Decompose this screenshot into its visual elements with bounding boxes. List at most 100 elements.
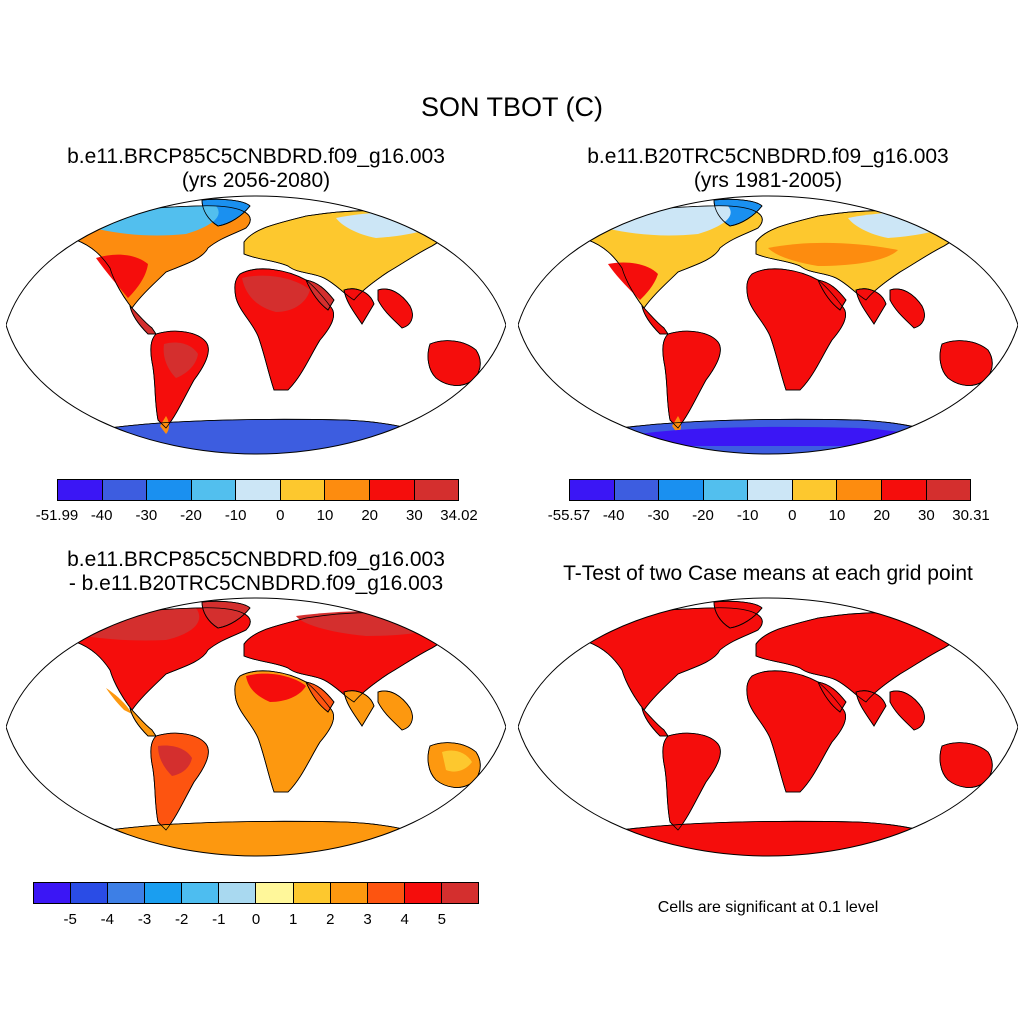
colorbar-tick-label: 0 bbox=[276, 507, 285, 524]
colorbar-tick-label: 30 bbox=[917, 507, 935, 524]
coastline bbox=[243, 612, 449, 703]
panel-title-line1: T-Test of two Case means at each grid po… bbox=[563, 562, 973, 585]
coastline bbox=[305, 279, 335, 311]
temperature-region bbox=[54, 608, 200, 641]
colorbar-tick-label: -2 bbox=[174, 911, 189, 928]
colorbar-swatch bbox=[926, 480, 971, 500]
coastline bbox=[1001, 777, 1013, 797]
colorbar-tick-label: 2 bbox=[326, 911, 335, 928]
coastline bbox=[150, 732, 209, 831]
colorbar-tick-label: -40 bbox=[90, 507, 113, 524]
temperature-region bbox=[768, 242, 898, 266]
coastline bbox=[889, 690, 925, 731]
colorbar-swatch bbox=[837, 480, 882, 500]
colorbar-swatch bbox=[414, 480, 459, 500]
panel-title-future: b.e11.BRCP85C5CNBDRD.f09_g16.003 (yrs 20… bbox=[6, 145, 506, 193]
colorbar-swatch bbox=[367, 883, 405, 903]
coastline bbox=[713, 198, 763, 227]
temperature-region bbox=[160, 416, 169, 434]
panel-title-line2: (yrs 2056-2080) bbox=[181, 169, 331, 192]
coastline bbox=[855, 288, 887, 325]
colorbar-tick-label: 4 bbox=[400, 911, 409, 928]
landmass-nz bbox=[489, 375, 501, 395]
temperature-region bbox=[442, 750, 472, 772]
colorbar-swatch bbox=[703, 480, 749, 500]
colorbar-labels-difference: -5 -4 -3 -2 -1 0 1 2 3 4 5 bbox=[33, 911, 479, 931]
colorbar-difference bbox=[33, 882, 479, 904]
coastline bbox=[343, 690, 375, 727]
colorbar-swatch bbox=[182, 883, 220, 903]
coastline bbox=[855, 690, 887, 727]
colorbar-swatch bbox=[881, 480, 927, 500]
panel-title-line2: - b.e11.B20TRC5CNBDRD.f09_g16.003 bbox=[68, 572, 444, 595]
colorbar-tick-label: -30 bbox=[647, 507, 670, 524]
coastline bbox=[53, 607, 251, 711]
figure-title: SON TBOT (C) bbox=[420, 92, 603, 122]
panel-title-difference: b.e11.BRCP85C5CNBDRD.f09_g16.003 - b.e11… bbox=[6, 548, 506, 596]
map-frame bbox=[518, 195, 1018, 455]
coastline bbox=[201, 600, 251, 629]
coastline bbox=[662, 330, 721, 429]
colorbar-tick-label: -5 bbox=[63, 911, 77, 928]
colorbar-swatch bbox=[236, 480, 281, 500]
colorbar-swatch bbox=[614, 480, 660, 500]
landmass-nz bbox=[1001, 777, 1013, 797]
colorbar-swatch bbox=[147, 480, 192, 500]
coastline bbox=[305, 681, 335, 713]
temperature-region bbox=[163, 342, 198, 378]
colorbar-swatch bbox=[280, 480, 326, 500]
landmass-nz bbox=[1001, 375, 1013, 395]
colorbar-swatch bbox=[325, 480, 370, 500]
colorbar-tick-label: -1 bbox=[212, 911, 226, 928]
coastline bbox=[889, 288, 925, 329]
colorbar-tick-label: 30.31 bbox=[952, 507, 990, 524]
colorbar-swatch bbox=[58, 480, 103, 500]
panel-title-ttest: T-Test of two Case means at each grid po… bbox=[518, 562, 1018, 586]
colorbar-swatch bbox=[330, 883, 368, 903]
colorbar-swatch bbox=[145, 883, 183, 903]
colorbar-tick-label: 10 bbox=[316, 507, 334, 524]
colorbar-future bbox=[57, 479, 459, 501]
colorbar-labels-historical: -55.57 -40 -30 -20 -10 0 10 20 30 30.31 bbox=[548, 507, 990, 527]
colorbar-tick-label: 0 bbox=[251, 911, 261, 928]
temperature-region bbox=[246, 673, 306, 702]
map-difference bbox=[6, 597, 506, 857]
landmass-sa bbox=[662, 330, 721, 429]
coastline bbox=[713, 600, 763, 629]
colorbar-tick-label: 30 bbox=[405, 507, 423, 524]
colorbar-tick-label: -55.57 bbox=[547, 507, 591, 524]
panel-title-line1: b.e11.B20TRC5CNBDRD.f09_g16.003 bbox=[587, 145, 949, 168]
coastline bbox=[343, 288, 375, 325]
colorbar-swatch bbox=[102, 480, 148, 500]
colorbar-tick-label: 10 bbox=[828, 507, 846, 524]
significance-note: Cells are significant at 0.1 level bbox=[657, 899, 879, 916]
colorbar-tick-label: -20 bbox=[692, 507, 714, 524]
coastline bbox=[565, 607, 763, 711]
temperature-region bbox=[242, 275, 310, 312]
colorbar-swatch bbox=[404, 883, 442, 903]
landmass-ant bbox=[576, 820, 970, 856]
coastline bbox=[53, 205, 251, 309]
coastline bbox=[755, 612, 961, 703]
coastline bbox=[150, 330, 209, 429]
colorbar-swatch bbox=[34, 883, 72, 903]
map-frame bbox=[518, 597, 1018, 857]
landmass-sa bbox=[662, 732, 721, 831]
landmass-nz bbox=[489, 777, 501, 797]
colorbar-tick-label: -51.99 bbox=[35, 507, 79, 524]
temperature-region bbox=[608, 262, 658, 300]
temperature-region bbox=[158, 745, 192, 776]
coastline bbox=[755, 210, 961, 301]
coastline bbox=[565, 205, 763, 309]
colorbar-swatch bbox=[108, 883, 146, 903]
colorbar-tick-label: -30 bbox=[135, 507, 158, 524]
panel-title-historical: b.e11.B20TRC5CNBDRD.f09_g16.003 (yrs 198… bbox=[518, 145, 1018, 193]
panel-title-line2: (yrs 1981-2005) bbox=[693, 169, 843, 192]
colorbar-swatch bbox=[570, 480, 615, 500]
temperature-region bbox=[672, 416, 681, 434]
colorbar-tick-label: 0 bbox=[788, 507, 797, 524]
map-frame bbox=[6, 597, 506, 857]
landmass-ant bbox=[64, 418, 458, 454]
coastline bbox=[489, 777, 501, 797]
colorbar-tick-label: -40 bbox=[602, 507, 625, 524]
